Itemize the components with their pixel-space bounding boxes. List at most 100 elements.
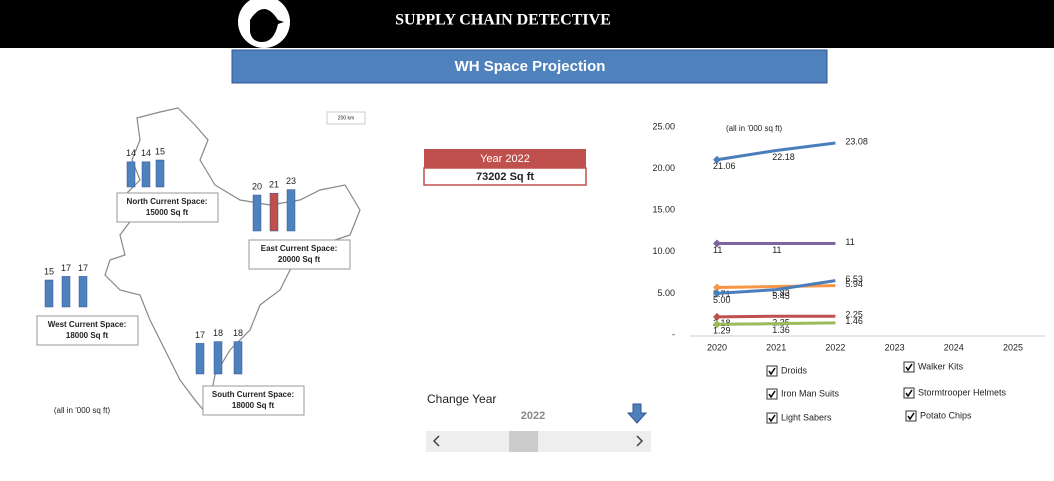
data-label: 11 xyxy=(772,245,781,255)
x-tick-label: 2024 xyxy=(944,342,964,352)
scrollbar[interactable] xyxy=(426,431,651,452)
legend-label[interactable]: Walker Kits xyxy=(918,361,964,371)
region-space: 15000 Sq ft xyxy=(146,208,189,217)
map-bar-label: 23 xyxy=(286,176,296,186)
map-scale: 200 km xyxy=(338,115,354,121)
map-bar xyxy=(252,194,262,232)
map-bar-label: 14 xyxy=(141,148,151,158)
data-label: 11 xyxy=(713,245,722,255)
data-label: 5.45 xyxy=(772,291,790,301)
slider-value: 2022 xyxy=(521,410,545,422)
y-tick-label: 10.00 xyxy=(652,246,675,256)
scrollbar-thumb[interactable] xyxy=(509,431,538,452)
down-arrow[interactable] xyxy=(626,403,648,424)
data-label: 21.06 xyxy=(713,161,736,171)
checkbox-tick[interactable] xyxy=(768,414,776,423)
checkbox[interactable] xyxy=(766,365,778,377)
checkbox-tick[interactable] xyxy=(905,363,913,372)
banner xyxy=(231,49,828,84)
checkbox[interactable] xyxy=(766,412,778,424)
map-bar xyxy=(195,343,205,375)
map-bar xyxy=(61,276,71,308)
series-line xyxy=(716,314,836,319)
y-tick-label: 25.00 xyxy=(652,121,675,131)
map-bar-label: 17 xyxy=(61,263,71,273)
data-label: 5.94 xyxy=(845,279,863,289)
checkbox-tick[interactable] xyxy=(768,367,776,376)
header-bar xyxy=(0,0,1054,48)
map-bar-label: 15 xyxy=(44,266,54,276)
data-label: 1.36 xyxy=(772,325,790,335)
scroll-right[interactable] xyxy=(636,435,644,447)
map-bar-label: 17 xyxy=(78,263,88,273)
series-marker xyxy=(713,320,721,329)
region-space: 18000 Sq ft xyxy=(66,331,109,340)
region-space: 20000 Sq ft xyxy=(278,255,321,264)
y-tick-label: 5.00 xyxy=(657,288,675,298)
map-bar xyxy=(44,279,54,308)
series-marker xyxy=(713,283,721,292)
series-marker xyxy=(713,289,721,298)
x-tick-label: 2021 xyxy=(766,342,786,352)
y-tick-label: 15.00 xyxy=(652,205,675,215)
legend-label[interactable]: Iron Man Suits xyxy=(781,388,840,398)
map-scale-box xyxy=(326,111,366,125)
series-marker xyxy=(713,155,721,164)
series-line xyxy=(716,141,836,162)
x-tick-label: 2020 xyxy=(707,342,727,352)
checkbox[interactable] xyxy=(903,387,915,399)
data-label: 1.46 xyxy=(845,316,863,326)
checkbox[interactable] xyxy=(905,410,917,422)
map-bar xyxy=(155,159,165,188)
region-box xyxy=(36,315,139,346)
x-tick-label: 2025 xyxy=(1003,342,1023,352)
map-note: (all in '000 sq ft) xyxy=(54,406,111,415)
series-marker xyxy=(713,312,721,321)
legend-label[interactable]: Stormtrooper Helmets xyxy=(918,387,1007,397)
data-label: 11 xyxy=(845,237,854,247)
map-bar xyxy=(286,189,296,232)
checkbox-tick[interactable] xyxy=(768,390,776,399)
checkbox[interactable] xyxy=(766,388,778,400)
data-label: 1.29 xyxy=(713,326,731,336)
region-label: North Current Space: xyxy=(127,197,208,206)
checkbox-tick[interactable] xyxy=(905,389,913,398)
map-outline xyxy=(104,107,361,414)
map-bar xyxy=(213,341,223,375)
region-space: 18000 Sq ft xyxy=(232,401,275,410)
data-label: 2.25 xyxy=(845,310,863,320)
region-label: East Current Space: xyxy=(261,244,337,253)
y-tick-label: 20.00 xyxy=(652,163,675,173)
checkbox[interactable] xyxy=(903,361,915,373)
map-bar xyxy=(233,341,243,375)
map-bar-label: 15 xyxy=(155,146,165,156)
map-bar-label: 17 xyxy=(195,330,205,340)
scroll-left[interactable] xyxy=(432,435,440,447)
data-label: 5.00 xyxy=(713,295,731,305)
map-bar-label: 18 xyxy=(213,328,223,338)
data-label: 23.08 xyxy=(845,136,868,146)
data-label: 6.53 xyxy=(845,274,863,284)
map-bar xyxy=(141,161,151,188)
map-bar-label: 18 xyxy=(233,328,243,338)
logo-figure xyxy=(250,9,284,42)
region-label: South Current Space: xyxy=(212,390,294,399)
data-label: 22.18 xyxy=(772,152,795,162)
region-box xyxy=(248,239,351,270)
year-box-title: Year 2022 xyxy=(480,153,530,165)
series-line xyxy=(716,321,836,326)
data-label: 5.83 xyxy=(772,288,790,298)
map-bar-label: 14 xyxy=(126,148,136,158)
legend-label[interactable]: Droids xyxy=(781,365,808,375)
legend-label[interactable]: Light Sabers xyxy=(781,412,832,422)
slider-label: Change Year xyxy=(427,392,496,406)
year-box-body xyxy=(423,167,587,186)
map-bar xyxy=(269,192,279,232)
series-marker xyxy=(713,239,721,248)
map-bar xyxy=(78,276,88,308)
series-line xyxy=(716,284,836,289)
checkbox-tick[interactable] xyxy=(907,412,915,421)
legend-label[interactable]: Potato Chips xyxy=(920,410,972,420)
header-title: SUPPLY CHAIN DETECTIVE xyxy=(395,12,611,29)
region-box xyxy=(116,192,219,223)
